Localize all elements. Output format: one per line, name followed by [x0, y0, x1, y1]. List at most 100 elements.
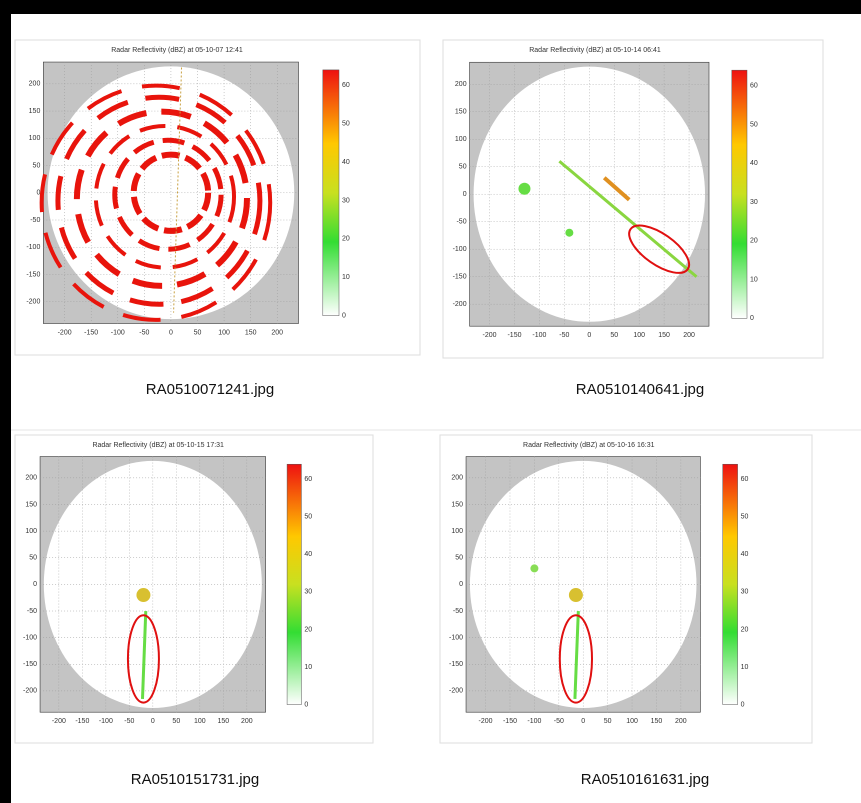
- x-tick-label: -100: [111, 329, 125, 336]
- colorbar-tick-label: 10: [741, 664, 749, 671]
- top-border: [0, 0, 861, 14]
- y-tick-label: 50: [33, 162, 41, 169]
- y-tick-label: 150: [29, 108, 41, 115]
- x-tick-label: -50: [559, 332, 569, 339]
- y-tick-label: 200: [29, 81, 41, 88]
- colorbar-tick-label: 10: [342, 274, 350, 281]
- colorbar-tick-label: 60: [750, 83, 758, 90]
- y-tick-label: 150: [25, 501, 37, 508]
- left-border: [0, 0, 11, 803]
- colorbar-tick-label: 40: [750, 160, 758, 167]
- y-tick-label: -200: [23, 688, 37, 695]
- y-tick-label: -150: [26, 271, 40, 278]
- y-tick-label: 0: [33, 581, 37, 588]
- y-tick-label: 50: [459, 164, 467, 171]
- thumbnail: Radar Reflectivity (dBZ) at 05-10-16 16:…: [440, 435, 812, 788]
- screenshot: Radar Reflectivity (dBZ) at 05-10-07 12:…: [0, 0, 861, 803]
- x-tick-label: -150: [507, 332, 521, 339]
- thumbnail: Radar Reflectivity (dBZ) at 05-10-14 06:…: [443, 40, 823, 398]
- filename: RA0510071241.jpg: [146, 381, 274, 398]
- x-tick-label: -50: [554, 718, 564, 725]
- colorbar-tick-label: 0: [304, 701, 308, 708]
- colorbar-tick-label: 60: [741, 476, 749, 483]
- colorbar-tick-label: 30: [741, 589, 749, 596]
- x-tick-label: 50: [194, 329, 202, 336]
- y-tick-label: -200: [453, 301, 467, 308]
- y-tick-label: 200: [25, 475, 37, 482]
- colorbar: [723, 464, 738, 704]
- x-tick-label: -150: [84, 329, 98, 336]
- colorbar-tick-label: 40: [304, 551, 312, 558]
- y-tick-label: 0: [459, 581, 463, 588]
- y-tick-label: 100: [451, 528, 463, 535]
- plot-title: Radar Reflectivity (dBZ) at 05-10-14 06:…: [529, 47, 661, 54]
- y-tick-label: -200: [449, 688, 463, 695]
- y-tick-label: -50: [456, 219, 466, 226]
- plot-title: Radar Reflectivity (dBZ) at 05-10-16 16:…: [523, 442, 655, 449]
- y-tick-label: -100: [449, 634, 463, 641]
- colorbar: [732, 70, 747, 318]
- y-tick-label: 50: [455, 555, 463, 562]
- colorbar-tick-label: 20: [304, 626, 312, 633]
- y-tick-label: -50: [30, 217, 40, 224]
- y-tick-label: -50: [27, 608, 37, 615]
- echo-cell: [565, 229, 573, 237]
- x-tick-label: 200: [241, 718, 253, 725]
- colorbar-tick-label: 10: [304, 664, 312, 671]
- x-tick-label: -200: [483, 332, 497, 339]
- x-tick-label: -150: [503, 718, 517, 725]
- x-tick-label: -100: [527, 718, 541, 725]
- colorbar-tick-label: 30: [750, 199, 758, 206]
- x-tick-label: -200: [479, 718, 493, 725]
- colorbar-tick-label: 40: [342, 159, 350, 166]
- x-tick-label: 100: [626, 718, 638, 725]
- colorbar-tick-label: 10: [750, 276, 758, 283]
- y-tick-label: 200: [455, 81, 467, 88]
- echo-cell: [530, 564, 538, 572]
- colorbar-tick-label: 20: [342, 236, 350, 243]
- colorbar-tick-label: 20: [741, 626, 749, 633]
- x-tick-label: 100: [194, 718, 206, 725]
- x-tick-label: 0: [151, 718, 155, 725]
- y-tick-label: 200: [451, 475, 463, 482]
- x-tick-label: 0: [581, 718, 585, 725]
- thumbnail: Radar Reflectivity (dBZ) at 05-10-07 12:…: [15, 40, 420, 398]
- filename: RA0510151731.jpg: [131, 771, 259, 788]
- x-tick-label: 150: [651, 718, 663, 725]
- colorbar-tick-label: 0: [741, 701, 745, 708]
- y-tick-label: -150: [449, 661, 463, 668]
- x-tick-label: 200: [683, 332, 695, 339]
- y-tick-label: -50: [453, 608, 463, 615]
- y-tick-label: 100: [455, 136, 467, 143]
- x-tick-label: 0: [169, 329, 173, 336]
- x-tick-label: 150: [245, 329, 257, 336]
- y-tick-label: 150: [455, 109, 467, 116]
- y-tick-label: -100: [26, 244, 40, 251]
- x-tick-label: 100: [633, 332, 645, 339]
- colorbar-tick-label: 50: [741, 514, 749, 521]
- echo-cell: [569, 588, 583, 602]
- x-tick-label: 150: [217, 718, 229, 725]
- x-tick-label: -100: [99, 718, 113, 725]
- filename: RA0510161631.jpg: [581, 771, 709, 788]
- x-tick-label: -50: [124, 718, 134, 725]
- y-tick-label: 100: [25, 528, 37, 535]
- colorbar: [323, 70, 339, 316]
- x-tick-label: 200: [675, 718, 687, 725]
- x-tick-label: 50: [610, 332, 618, 339]
- colorbar: [287, 464, 301, 704]
- y-tick-label: 50: [29, 555, 37, 562]
- y-tick-label: -200: [26, 299, 40, 306]
- colorbar-tick-label: 20: [750, 238, 758, 245]
- filename: RA0510140641.jpg: [576, 381, 704, 398]
- colorbar-tick-label: 30: [342, 197, 350, 204]
- y-tick-label: 150: [451, 501, 463, 508]
- y-tick-label: 0: [36, 190, 40, 197]
- y-tick-label: -150: [23, 661, 37, 668]
- x-tick-label: 50: [604, 718, 612, 725]
- colorbar-tick-label: 30: [304, 589, 312, 596]
- colorbar-tick-label: 60: [342, 82, 350, 89]
- x-tick-label: -50: [139, 329, 149, 336]
- x-tick-label: -200: [58, 329, 72, 336]
- x-tick-label: -200: [52, 718, 66, 725]
